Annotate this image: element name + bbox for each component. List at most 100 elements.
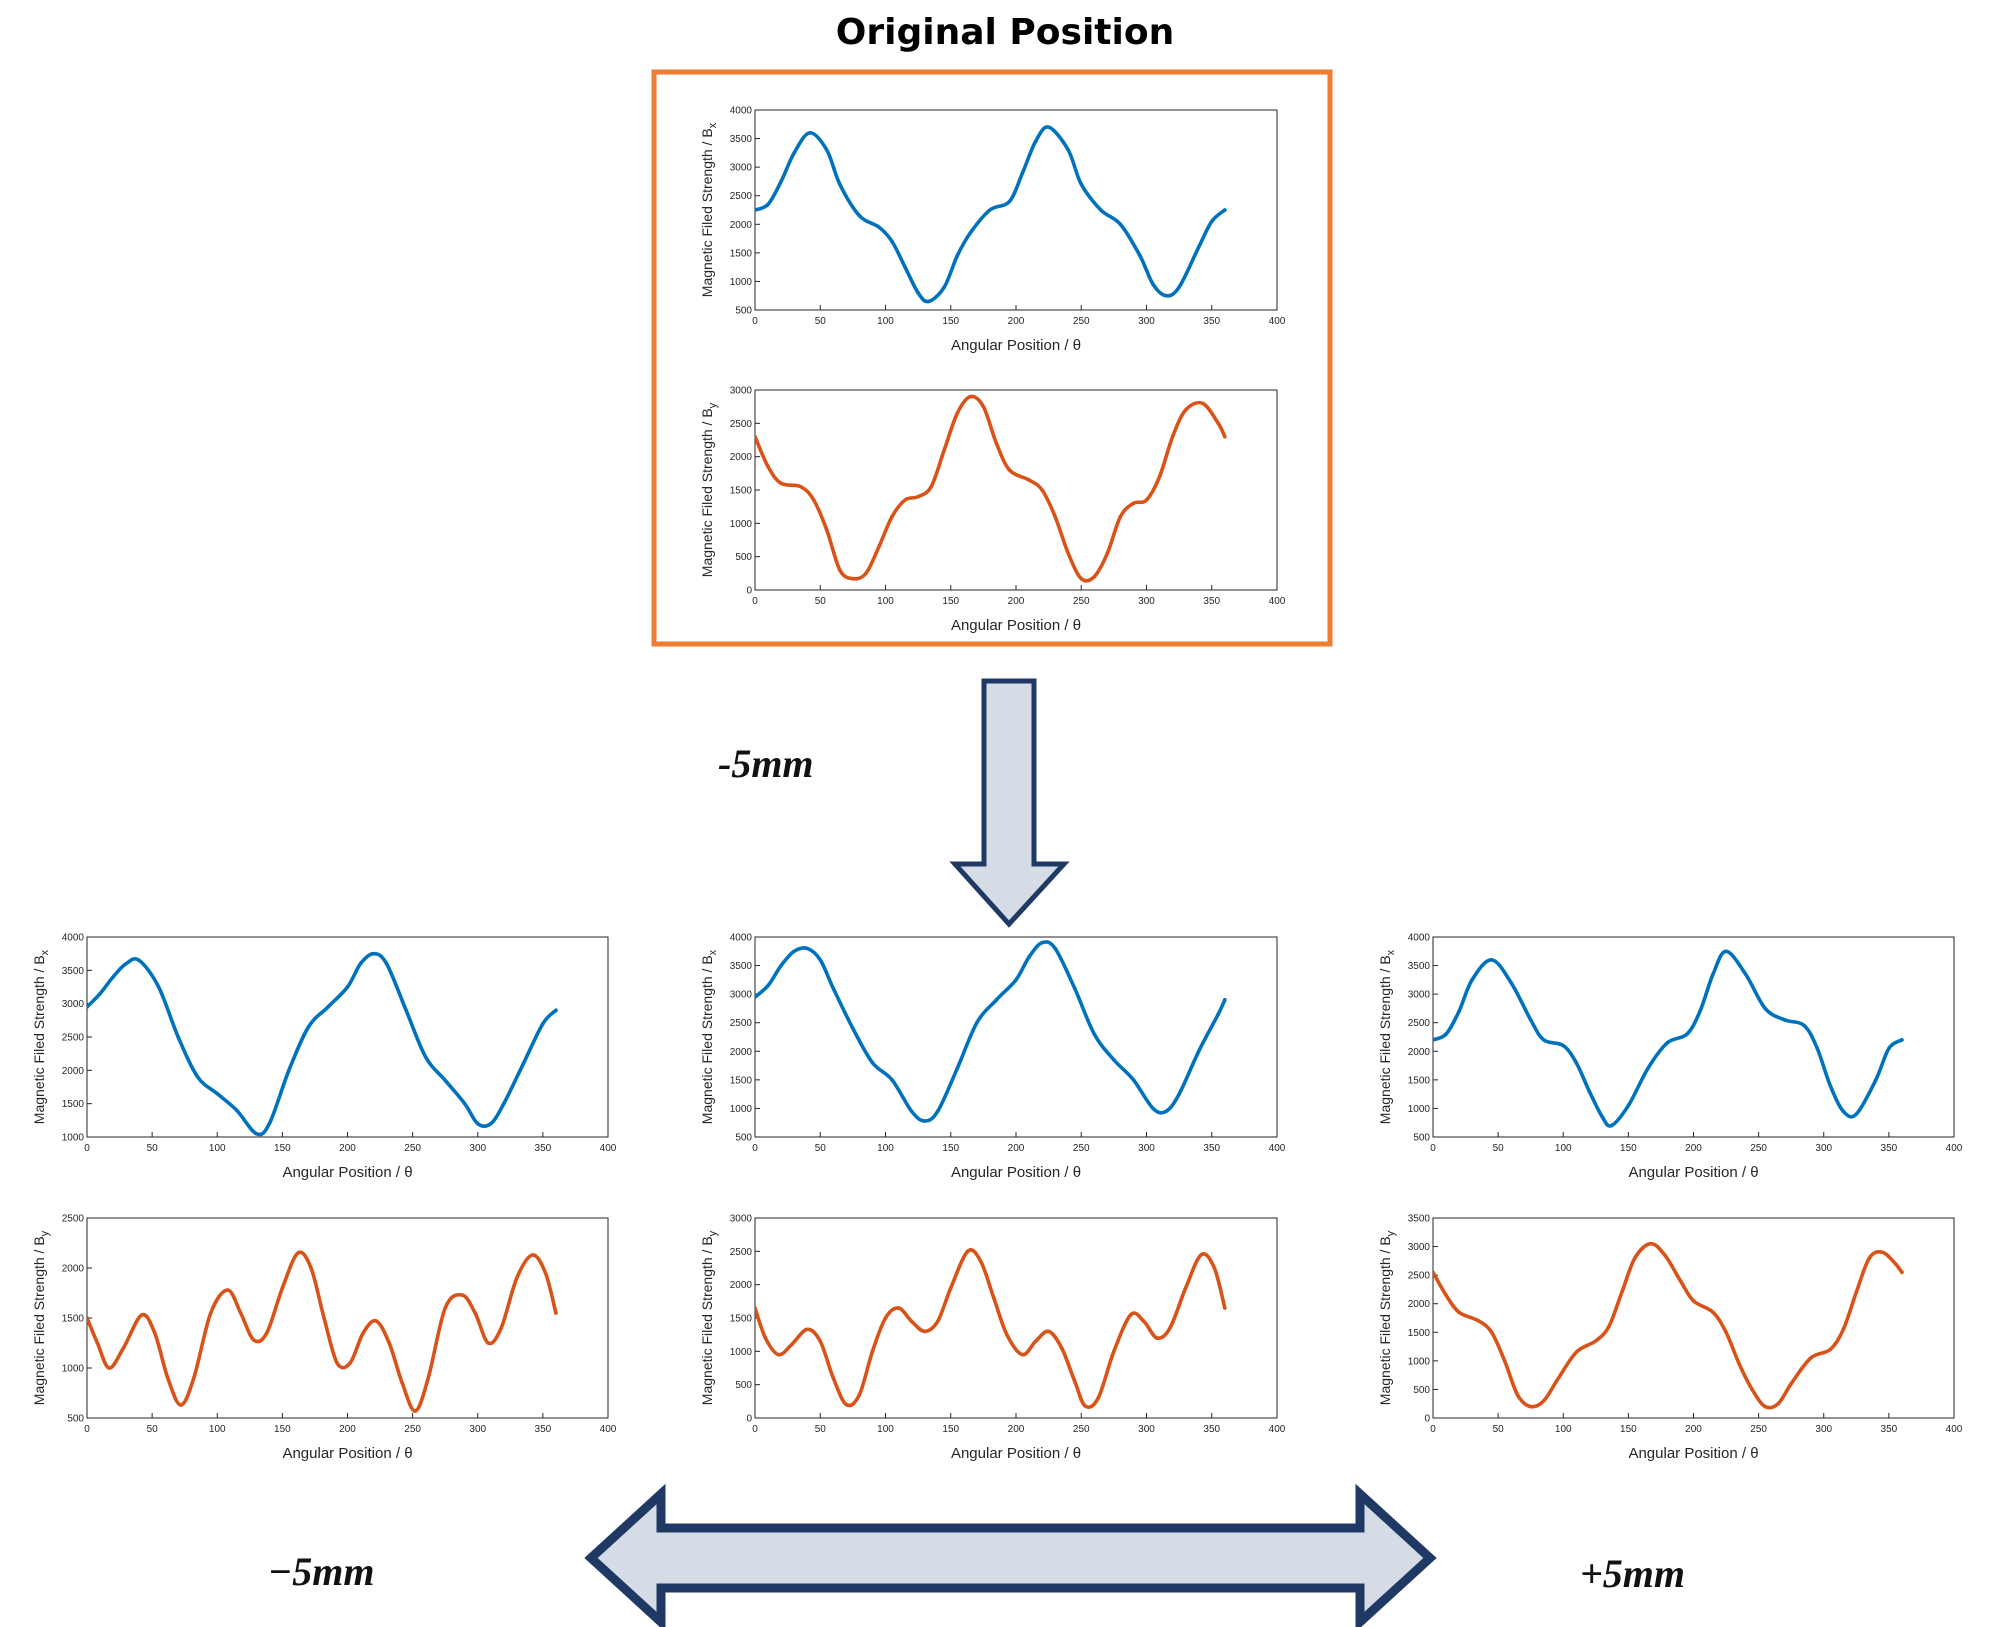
x-tick-label: 50	[815, 1424, 827, 1435]
x-axis-label: Angular Position / θ	[1628, 1445, 1758, 1462]
data-point	[1105, 551, 1110, 556]
data-point	[488, 1121, 493, 1126]
data-point	[1142, 1319, 1146, 1324]
data-point	[1118, 222, 1123, 227]
data-point	[844, 1402, 849, 1407]
data-point	[1620, 1290, 1624, 1295]
data-point	[805, 946, 809, 951]
data-point	[371, 951, 376, 956]
series-line	[1433, 1241, 1904, 1410]
data-point	[1633, 1256, 1637, 1260]
data-point	[857, 213, 862, 218]
data-point	[208, 1311, 213, 1315]
y-tick-label: 500	[735, 1133, 752, 1144]
data-point	[413, 1409, 418, 1413]
x-tick-label: 400	[600, 1424, 617, 1435]
data-point	[992, 1296, 996, 1300]
data-point	[1685, 1032, 1689, 1036]
data-point	[763, 1336, 768, 1340]
data-point	[890, 514, 894, 519]
y-tick-label: 3000	[1408, 1242, 1431, 1253]
x-tick-label: 350	[1203, 1424, 1220, 1435]
data-point	[1541, 1038, 1546, 1042]
x-tick-label: 100	[877, 1143, 894, 1154]
x-tick-label: 150	[942, 1424, 959, 1435]
data-point	[851, 576, 855, 581]
y-tick-label: 2500	[730, 191, 753, 202]
data-point	[306, 1025, 311, 1029]
data-point	[1476, 1319, 1481, 1323]
data-point	[1027, 478, 1031, 482]
y-tick-label: 1000	[730, 1347, 753, 1358]
x-tick-label: 0	[752, 316, 758, 327]
data-point	[554, 1311, 558, 1315]
y-tick-label: 2500	[62, 1033, 85, 1044]
y-axis-label: Magnetic Filed Strength / By	[699, 1230, 719, 1405]
y-tick-label: 3000	[62, 999, 85, 1010]
data-point	[1072, 986, 1077, 991]
y-tick-label: 3000	[1408, 990, 1431, 1001]
double-horizontal-arrow	[584, 1483, 1437, 1627]
data-point	[857, 1392, 862, 1397]
data-point	[1083, 1404, 1087, 1408]
data-point	[1743, 972, 1748, 976]
data-point	[1893, 1261, 1898, 1266]
data-point	[1033, 1339, 1038, 1344]
x-tick-label: 200	[1008, 1424, 1025, 1435]
data-point	[789, 1342, 794, 1347]
x-tick-label: 350	[1881, 1424, 1898, 1435]
x-tick-label: 0	[1430, 1143, 1436, 1154]
data-point	[903, 498, 907, 502]
data-point	[426, 1376, 431, 1380]
data-point	[1665, 1040, 1670, 1045]
data-point	[296, 1251, 300, 1255]
data-point	[192, 1376, 196, 1380]
data-point	[358, 961, 363, 966]
x-tick-label: 100	[209, 1424, 226, 1435]
x-tick-label: 250	[1073, 1143, 1090, 1154]
data-point	[1046, 125, 1051, 129]
data-point	[755, 208, 757, 212]
data-point	[1528, 1018, 1533, 1022]
data-point	[838, 182, 842, 187]
data-point	[1574, 1060, 1579, 1065]
x-tick-label: 350	[535, 1143, 552, 1154]
data-point	[929, 484, 933, 489]
x-tick-label: 200	[1685, 1143, 1702, 1154]
data-point	[831, 1376, 836, 1380]
data-point	[1724, 1330, 1728, 1335]
data-point	[922, 1329, 927, 1334]
x-tick-label: 400	[1269, 596, 1286, 607]
data-point	[755, 434, 757, 439]
x-tick-label: 250	[1750, 1424, 1767, 1435]
data-point	[824, 528, 829, 532]
data-point	[808, 131, 812, 135]
down-shift-label: -5mm	[718, 741, 814, 786]
data-point	[1138, 253, 1142, 258]
data-point	[1828, 1347, 1833, 1352]
plot-area	[754, 389, 1278, 591]
data-point	[1737, 1361, 1741, 1366]
y-tick-label: 1000	[730, 277, 753, 288]
y-tick-label: 2500	[1408, 1271, 1431, 1282]
data-point	[1900, 1038, 1904, 1042]
data-point	[922, 1119, 927, 1123]
y-tick-label: 3500	[730, 961, 753, 972]
data-point	[443, 1306, 447, 1310]
data-point	[348, 1361, 352, 1365]
data-point	[1648, 1241, 1653, 1246]
x-tick-label: 50	[147, 1424, 159, 1435]
data-point	[521, 1061, 526, 1066]
data-point	[1164, 293, 1168, 298]
data-point	[1528, 1404, 1533, 1409]
data-point	[502, 1101, 506, 1106]
data-point	[1040, 940, 1044, 945]
data-point	[361, 1331, 365, 1335]
data-point	[877, 544, 881, 549]
x-axis-label: Angular Position / θ	[951, 617, 1081, 634]
data-point	[755, 995, 757, 999]
data-point	[864, 571, 868, 576]
y-tick-label: 1000	[730, 1104, 753, 1115]
data-point	[499, 1326, 503, 1330]
y-axis-label: Magnetic Filed Strength / Bx	[31, 949, 51, 1124]
